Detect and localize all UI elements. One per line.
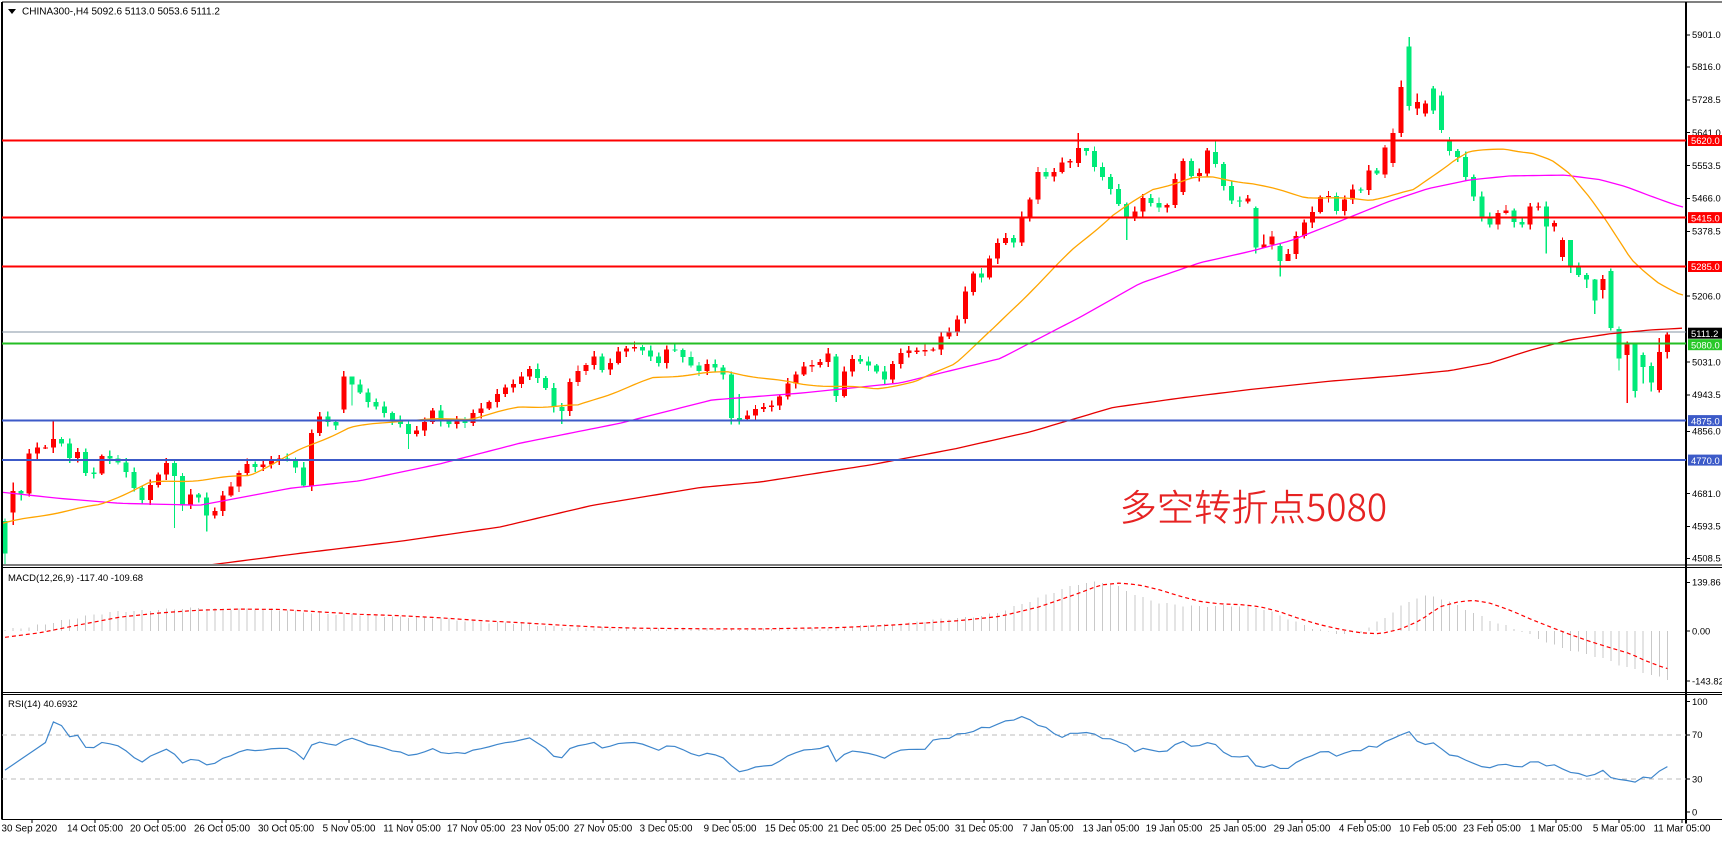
svg-text:29 Jan 05:00: 29 Jan 05:00: [1274, 824, 1331, 835]
svg-text:-143.82: -143.82: [1692, 675, 1722, 686]
svg-text:26 Oct 05:00: 26 Oct 05:00: [194, 824, 251, 835]
svg-text:5415.0: 5415.0: [1691, 212, 1720, 223]
svg-text:7 Jan 05:00: 7 Jan 05:00: [1022, 824, 1074, 835]
svg-text:CHINA300-,H4 5092.6 5113.0 50: CHINA300-,H4 5092.6 5113.0 5053.6 5111.2: [22, 7, 220, 18]
svg-text:5620.0: 5620.0: [1691, 135, 1720, 146]
svg-text:4875.0: 4875.0: [1691, 415, 1720, 426]
svg-text:5 Mar 05:00: 5 Mar 05:00: [1593, 824, 1646, 835]
svg-text:5816.0: 5816.0: [1692, 61, 1721, 72]
svg-text:100: 100: [1692, 696, 1708, 707]
svg-text:31 Dec 05:00: 31 Dec 05:00: [955, 824, 1014, 835]
svg-text:5901.0: 5901.0: [1692, 29, 1721, 40]
svg-text:MACD(12,26,9) -117.40 -109.68: MACD(12,26,9) -117.40 -109.68: [8, 573, 143, 584]
svg-text:5728.5: 5728.5: [1692, 94, 1721, 105]
svg-text:15 Dec 05:00: 15 Dec 05:00: [765, 824, 824, 835]
svg-text:5031.0: 5031.0: [1692, 356, 1721, 367]
svg-text:23 Nov 05:00: 23 Nov 05:00: [511, 824, 570, 835]
svg-text:14 Oct 05:00: 14 Oct 05:00: [67, 824, 124, 835]
svg-text:4856.0: 4856.0: [1692, 426, 1721, 437]
svg-text:21 Dec 05:00: 21 Dec 05:00: [828, 824, 887, 835]
svg-text:30 Oct 05:00: 30 Oct 05:00: [258, 824, 315, 835]
svg-text:5111.2: 5111.2: [1691, 328, 1718, 339]
svg-text:4508.5: 4508.5: [1692, 553, 1721, 564]
svg-text:11 Mar 05:00: 11 Mar 05:00: [1653, 824, 1711, 835]
svg-text:25 Dec 05:00: 25 Dec 05:00: [891, 824, 950, 835]
svg-text:0: 0: [1692, 806, 1697, 817]
svg-text:19 Jan 05:00: 19 Jan 05:00: [1146, 824, 1203, 835]
svg-text:1 Mar 05:00: 1 Mar 05:00: [1530, 824, 1583, 835]
svg-text:RSI(14) 40.6932: RSI(14) 40.6932: [8, 699, 78, 710]
svg-text:27 Nov 05:00: 27 Nov 05:00: [574, 824, 633, 835]
svg-text:20 Oct 05:00: 20 Oct 05:00: [130, 824, 187, 835]
svg-text:5641.0: 5641.0: [1692, 127, 1721, 138]
svg-text:4 Feb 05:00: 4 Feb 05:00: [1339, 824, 1392, 835]
svg-text:5080.0: 5080.0: [1691, 339, 1720, 350]
svg-text:4681.0: 4681.0: [1692, 488, 1721, 499]
svg-text:4770.0: 4770.0: [1691, 455, 1720, 466]
svg-text:70: 70: [1692, 729, 1702, 740]
svg-text:5206.0: 5206.0: [1692, 291, 1721, 302]
svg-text:3 Dec 05:00: 3 Dec 05:00: [640, 824, 693, 835]
svg-text:5553.5: 5553.5: [1692, 160, 1721, 171]
svg-text:23 Feb 05:00: 23 Feb 05:00: [1463, 824, 1521, 835]
svg-text:13 Jan 05:00: 13 Jan 05:00: [1083, 824, 1140, 835]
svg-text:9 Dec 05:00: 9 Dec 05:00: [704, 824, 757, 835]
svg-text:10 Feb 05:00: 10 Feb 05:00: [1399, 824, 1457, 835]
svg-text:25 Jan 05:00: 25 Jan 05:00: [1210, 824, 1267, 835]
svg-text:4593.5: 4593.5: [1692, 521, 1721, 532]
svg-text:30: 30: [1692, 773, 1702, 784]
svg-text:17 Nov 05:00: 17 Nov 05:00: [447, 824, 506, 835]
svg-text:5466.0: 5466.0: [1692, 193, 1721, 204]
svg-text:5378.5: 5378.5: [1692, 226, 1721, 237]
svg-text:11 Nov 05:00: 11 Nov 05:00: [383, 824, 441, 835]
svg-text:0.00: 0.00: [1692, 625, 1710, 636]
svg-text:30 Sep 2020: 30 Sep 2020: [2, 824, 58, 835]
svg-text:139.86: 139.86: [1692, 577, 1721, 588]
svg-text:5285.0: 5285.0: [1691, 261, 1720, 272]
svg-text:4943.5: 4943.5: [1692, 389, 1721, 400]
svg-text:5 Nov 05:00: 5 Nov 05:00: [323, 824, 376, 835]
